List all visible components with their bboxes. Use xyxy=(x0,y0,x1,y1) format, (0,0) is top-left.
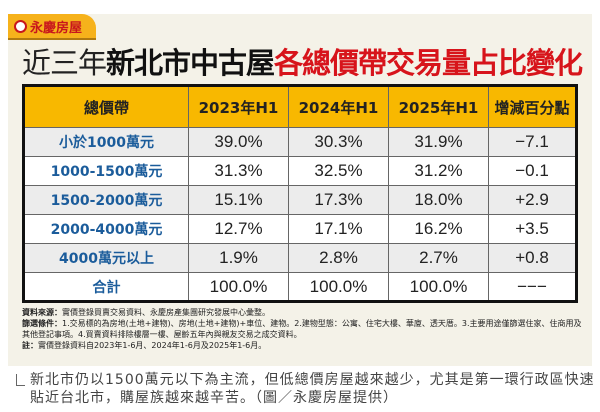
table-cell: 100.0% xyxy=(288,272,389,302)
table-cell: 39.0% xyxy=(188,127,289,157)
brand-logo: 永慶房屋 xyxy=(8,14,96,40)
caption-corner-icon xyxy=(16,374,25,386)
column-header: 2024年H1 xyxy=(288,85,389,128)
table-cell: 31.9% xyxy=(388,127,489,157)
column-header: 增減百分點 xyxy=(488,85,577,128)
column-header: 總價帶 xyxy=(23,85,189,128)
table-cell: 2.8% xyxy=(288,243,389,273)
price-band-label: 合計 xyxy=(23,272,189,302)
price-band-label: 2000-4000萬元 xyxy=(23,214,189,244)
table-cell: 32.5% xyxy=(288,156,389,186)
table-cell: 18.0% xyxy=(388,185,489,215)
note-text: 實價登錄資料自2023年1-6月、2024年1-6月及2025年1-6月。 xyxy=(38,341,267,350)
table-cell: 31.3% xyxy=(188,156,289,186)
column-header: 2025年H1 xyxy=(388,85,489,128)
price-band-label: 1500-2000萬元 xyxy=(23,185,189,215)
filter-text: 1.交易標的為房地(土地+建物)、房地(土地+建物)+車位、建物。2.建物型態：… xyxy=(22,319,582,339)
table-cell: 16.2% xyxy=(388,214,489,244)
table-cell: −0.1 xyxy=(488,156,577,186)
price-band-table: 總價帶 2023年H1 2024年H1 2025年H1 增減百分點 小於1000萬元 39… xyxy=(22,84,578,303)
table-cell: +3.5 xyxy=(488,214,577,244)
filter-label: 篩選條件： xyxy=(22,319,62,328)
table-row: 2000-4000萬元 12.7% 17.1% 16.2% +3.5 xyxy=(23,214,577,244)
note-label: 註： xyxy=(22,341,38,350)
title-part3: 各總價帶交易量占比變化 xyxy=(274,46,583,80)
table-cell: 1.9% xyxy=(188,243,289,273)
table-cell: −−− xyxy=(488,272,577,302)
table-cell: +2.9 xyxy=(488,185,577,215)
source-text: 實價登錄買賣交易資料、永慶房產集團研究發展中心彙整。 xyxy=(62,308,270,317)
table-cell: 17.3% xyxy=(288,185,389,215)
table-row: 小於1000萬元 39.0% 30.3% 31.9% −7.1 xyxy=(23,127,577,157)
table-cell: +0.8 xyxy=(488,243,577,273)
title-part2: 新北市中古屋 xyxy=(106,46,275,80)
infographic-title: 近三年新北市中古屋各總價帶交易量占比變化 xyxy=(22,40,583,82)
image-caption: 新北市仍以1500萬元以下為主流，但低總價房屋越來越少，尤其是第一環行政區快速貼… xyxy=(10,371,595,407)
column-header: 2023年H1 xyxy=(188,85,289,128)
table-cell: −7.1 xyxy=(488,127,577,157)
table-row: 1500-2000萬元 15.1% 17.3% 18.0% +2.9 xyxy=(23,185,577,215)
table-cell: 17.1% xyxy=(288,214,389,244)
title-part1: 近三年 xyxy=(22,46,107,80)
table-row: 4000萬元以上 1.9% 2.8% 2.7% +0.8 xyxy=(23,243,577,273)
caption-text: 新北市仍以1500萬元以下為主流，但低總價房屋越來越少，尤其是第一環行政區快速貼… xyxy=(30,372,595,406)
price-band-label: 4000萬元以上 xyxy=(23,243,189,273)
table-cell: 2.7% xyxy=(388,243,489,273)
table-row: 合計 100.0% 100.0% 100.0% −−− xyxy=(23,272,577,302)
logo-text: 永慶房屋 xyxy=(30,20,83,36)
footnotes: 資料來源：實價登錄買賣交易資料、永慶房產集團研究發展中心彙整。 篩選條件：1.交… xyxy=(22,307,587,351)
table-cell: 15.1% xyxy=(188,185,289,215)
table-cell: 30.3% xyxy=(288,127,389,157)
table-header-row: 總價帶 2023年H1 2024年H1 2025年H1 增減百分點 xyxy=(23,85,577,128)
table-cell: 12.7% xyxy=(188,214,289,244)
table-cell: 31.2% xyxy=(388,156,489,186)
table-row: 1000-1500萬元 31.3% 32.5% 31.2% −0.1 xyxy=(23,156,577,186)
source-label: 資料來源： xyxy=(22,308,62,317)
table-cell: 100.0% xyxy=(188,272,289,302)
logo-circle-icon xyxy=(14,19,27,33)
price-band-label: 1000-1500萬元 xyxy=(23,156,189,186)
price-band-label: 小於1000萬元 xyxy=(23,127,189,157)
table-cell: 100.0% xyxy=(388,272,489,302)
